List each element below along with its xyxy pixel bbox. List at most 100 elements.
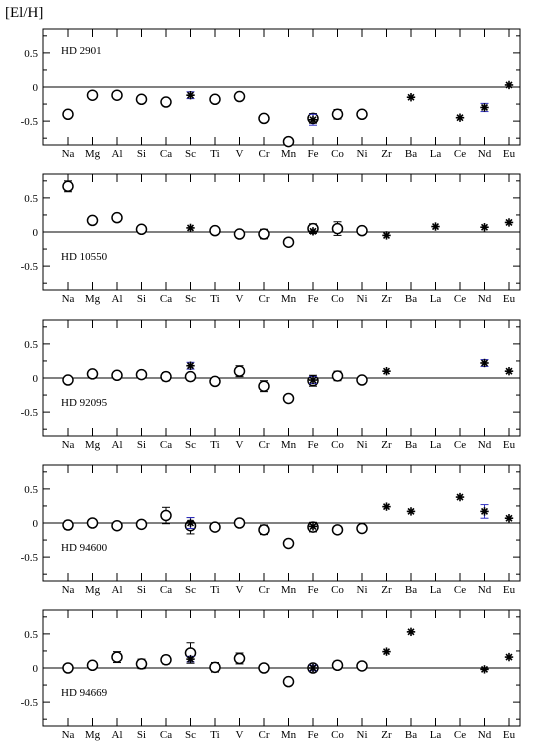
star-point-eu (504, 652, 514, 662)
x-tick-label-na: Na (62, 148, 75, 160)
x-tick-label-eu: Eu (503, 293, 516, 305)
x-tick-label-sc: Sc (185, 293, 196, 305)
y-tick-label: -0.5 (21, 697, 39, 709)
circle-point-v (233, 365, 246, 377)
panel-3: 0.5 0 -0.5 Na Mg Al Si Ca Sc Ti V Cr Mn Fe Co Ni Zr Ba La C… (21, 319, 521, 451)
x-tick-label-fe: Fe (308, 729, 319, 741)
x-tick-label-ni: Ni (357, 729, 368, 741)
circle-point-v (233, 517, 246, 529)
x-tick-label-mg: Mg (85, 584, 101, 596)
x-tick-label-ba: Ba (405, 439, 417, 451)
y-tick-label: 0 (33, 227, 39, 239)
x-tick-label-ti: Ti (210, 439, 219, 451)
x-tick-label-co: Co (331, 584, 344, 596)
x-tick-label-mn: Mn (281, 293, 297, 305)
star-point-fe (308, 227, 318, 236)
x-tick-label-mg: Mg (85, 293, 101, 305)
y-tick-label: 0 (33, 518, 39, 530)
y-tick-label: -0.5 (21, 261, 39, 273)
star-point-nd (480, 103, 489, 112)
circle-point-cr (258, 228, 270, 240)
circle-point-si (135, 368, 148, 381)
star-point-la (431, 222, 440, 231)
x-tick-label-eu: Eu (503, 439, 516, 451)
circle-point-ni (356, 660, 368, 672)
x-tick-label-al: Al (112, 293, 123, 305)
circle-point-co (331, 370, 344, 382)
x-tick-label-mn: Mn (281, 439, 297, 451)
x-tick-label-ni: Ni (357, 584, 368, 596)
x-tick-label-nd: Nd (478, 293, 492, 305)
circle-point-ti (209, 224, 221, 237)
x-tick-label-ce: Ce (454, 148, 466, 160)
x-tick-label-si: Si (137, 729, 146, 741)
circle-point-co (331, 222, 344, 235)
x-tick-label-al: Al (112, 439, 123, 451)
x-tick-label-v: V (236, 584, 244, 596)
star-point-ba (406, 93, 416, 102)
star-point-sc (186, 654, 195, 664)
star-point-eu (504, 218, 514, 227)
x-tick-label-ca: Ca (160, 439, 172, 451)
star-point-eu (504, 366, 514, 376)
star-point-nd (480, 507, 489, 516)
circle-point-ti (209, 375, 221, 388)
star-name-label: HD 92095 (61, 397, 108, 409)
x-tick-label-si: Si (137, 584, 146, 596)
x-tick-label-nd: Nd (478, 729, 492, 741)
circle-point-ni (356, 374, 368, 386)
x-tick-label-sc: Sc (185, 729, 196, 741)
x-tick-label-si: Si (137, 439, 146, 451)
circle-point-mn (282, 236, 295, 248)
circle-point-ca (160, 370, 172, 383)
x-tick-label-co: Co (331, 148, 344, 160)
x-tick-label-mg: Mg (85, 148, 101, 160)
figure-y-label: [El/H] (5, 5, 43, 21)
circle-point-si (135, 658, 148, 670)
x-tick-label-ba: Ba (405, 293, 417, 305)
star-point-ba (406, 627, 416, 637)
star-point-sc (186, 223, 195, 233)
circle-point-ti (209, 661, 221, 674)
y-tick-label: 0 (33, 82, 39, 94)
x-tick-label-zr: Zr (381, 729, 392, 741)
x-tick-label-co: Co (331, 729, 344, 741)
x-tick-label-na: Na (62, 584, 75, 596)
star-point-eu (504, 80, 514, 90)
circle-point-si (135, 93, 148, 106)
circle-point-ca (160, 654, 172, 666)
star-point-nd (480, 358, 489, 368)
star-point-sc (186, 361, 195, 370)
panels-container: 0.5 0 -0.5 Na Mg Al Si Ca Sc Ti V Cr Mn Fe Co Ni Zr Ba La C… (21, 28, 521, 741)
x-tick-label-la: La (430, 729, 442, 741)
circle-point-ti (209, 521, 221, 533)
x-tick-label-nd: Nd (478, 439, 492, 451)
circle-point-al (111, 369, 123, 382)
x-tick-label-ca: Ca (160, 148, 172, 160)
x-tick-label-zr: Zr (381, 584, 392, 596)
x-tick-label-ca: Ca (160, 729, 172, 741)
x-tick-label-ba: Ba (405, 729, 417, 741)
star-point-zr (382, 502, 391, 511)
circle-point-mg (86, 659, 99, 672)
x-tick-label-mn: Mn (281, 584, 297, 596)
circle-point-ca (160, 96, 172, 108)
x-tick-label-sc: Sc (185, 439, 196, 451)
x-tick-label-cr: Cr (259, 293, 270, 305)
x-tick-label-ba: Ba (405, 584, 417, 596)
x-tick-label-ca: Ca (160, 293, 172, 305)
x-tick-label-al: Al (112, 148, 123, 160)
x-tick-label-co: Co (331, 439, 344, 451)
x-tick-label-sc: Sc (185, 584, 196, 596)
star-point-fe (308, 115, 318, 124)
x-tick-label-ni: Ni (357, 439, 368, 451)
x-tick-label-ni: Ni (357, 293, 368, 305)
circle-point-na (62, 374, 74, 386)
panel-4: 0.5 0 -0.5 Na Mg Al Si Ca Sc Ti V Cr Mn Fe Co Ni Zr Ba La C… (21, 464, 521, 596)
star-point-fe (308, 663, 318, 673)
x-tick-label-ca: Ca (160, 584, 172, 596)
circle-point-ni (356, 108, 368, 121)
x-tick-label-na: Na (62, 439, 75, 451)
circle-point-ti (209, 93, 221, 106)
star-name-label: HD 10550 (61, 251, 108, 263)
